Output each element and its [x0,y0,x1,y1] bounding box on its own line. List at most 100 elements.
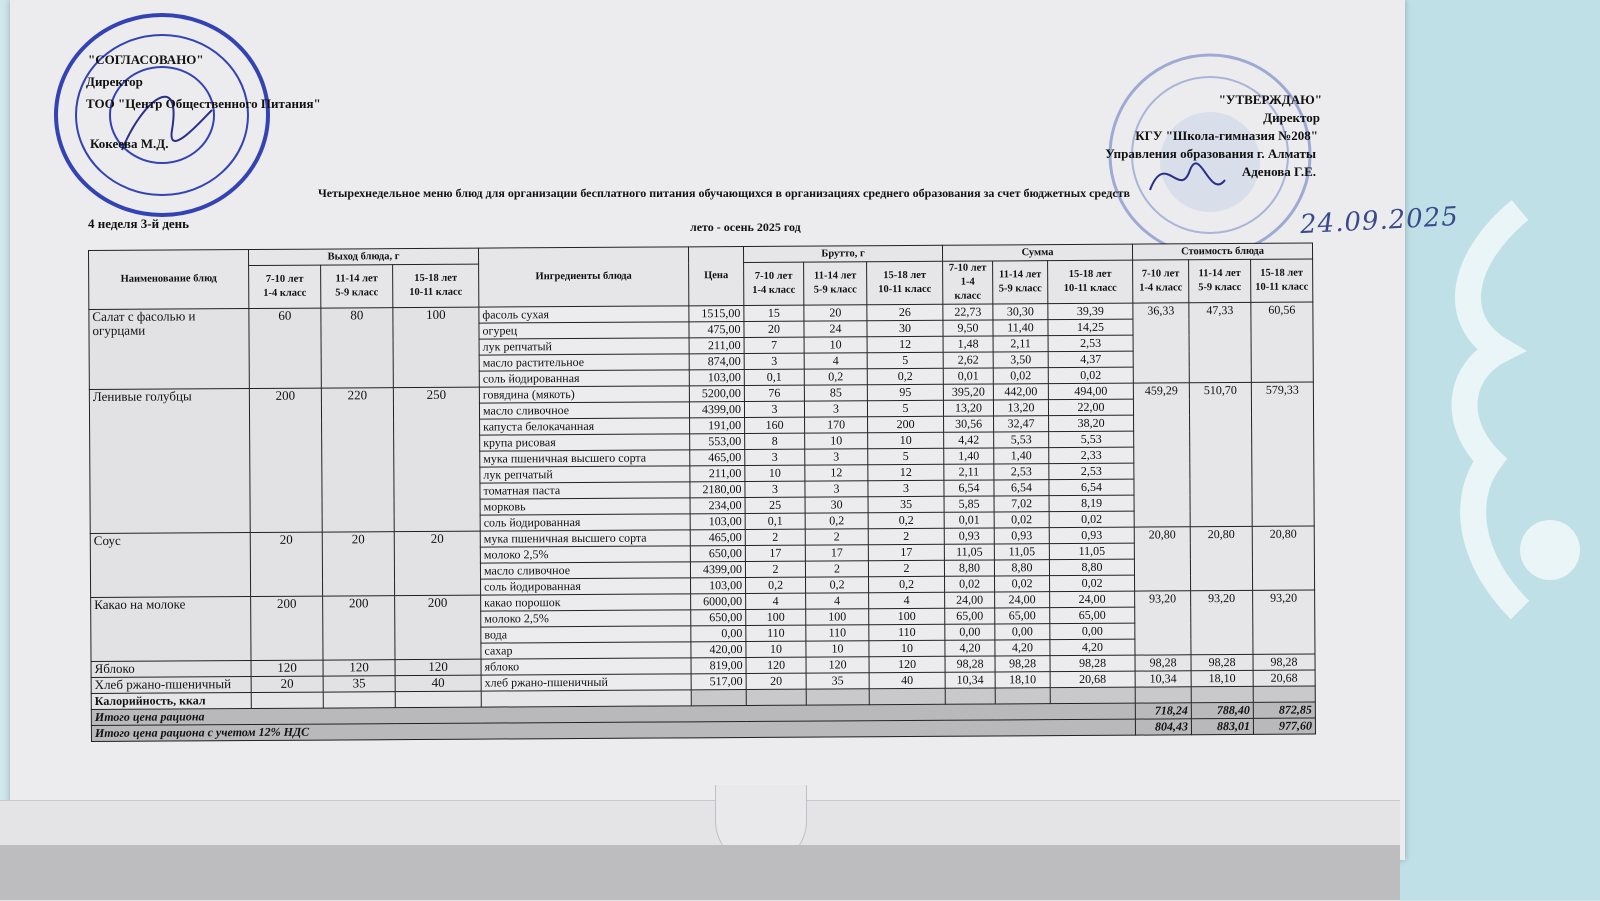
ingredient-brutto: 120 [868,656,946,673]
ingredient-name: сахар [480,641,692,660]
ingredient-brutto: 4 [805,592,869,610]
dish-cost: 93,20 [1190,590,1253,655]
ingredient-brutto: 2 [868,560,945,577]
dish-yield: 120 [251,660,324,677]
calories-cell [481,689,692,708]
header-dish: Наименование блюд [88,249,249,310]
ingredient-sum: 0,02 [994,575,1050,592]
calories-cell [1135,686,1192,704]
total-vat-row-value: 883,01 [1191,718,1254,735]
dish-yield: 200 [394,595,482,660]
ingredient-sum: 24,00 [1049,591,1135,608]
ingredient-brutto: 40 [869,672,946,689]
ingredient-brutto: 17 [805,544,869,562]
ingredient-brutto: 2 [868,528,945,545]
ingredient-sum: 2,53 [993,463,1049,480]
grade-label: 1-4 класс [1139,282,1183,294]
week-day: 4 неделя 3-й день [88,216,190,231]
ingredient-sum: 0,01 [943,367,994,385]
ingredient-sum: 2,62 [943,351,994,369]
ingredient-sum: 4,20 [944,639,995,657]
ingredient-name: соль йодированная [480,513,691,532]
ingredient-brutto: 110 [868,624,945,641]
ingredient-price: 103,00 [690,577,746,594]
ingredient-brutto: 95 [867,384,944,401]
ingredient-sum: 0,93 [994,527,1050,544]
ingredient-sum: 10,34 [945,671,996,689]
dish-cost: 579,33 [1251,382,1315,527]
ingredient-brutto: 3 [804,448,868,466]
ingredient-sum: 1,48 [943,335,994,353]
ingredient-brutto: 10 [867,432,944,449]
dish-cost: 36,33 [1132,302,1190,384]
header-cost-age-group: 11-14 лет 5-9 класс [1188,259,1251,303]
ingredient-sum: 8,19 [1049,495,1135,512]
folder-bottom [0,845,1400,900]
season: лето - осень 2025 год [690,220,801,234]
ingredient-name: фасоль сухая [478,305,689,324]
ingredient-price: 4399,00 [689,401,745,418]
ingredient-sum: 5,85 [944,495,995,513]
dish-yield: 200 [322,595,396,661]
ingredient-brutto: 5 [867,400,944,417]
calories-cell [945,687,996,705]
ingredient-brutto: 3 [867,480,945,497]
ingredient-sum: 6,54 [943,479,995,497]
document-title: Четырехнедельное меню блюд для организац… [318,186,1131,200]
ingredient-brutto: 3 [744,353,805,370]
dish-yield: 20 [394,531,481,596]
grade-label: 10-11 класс [1063,282,1117,295]
header-cost-age-group: 15-18 лет 10-11 класс [1250,259,1313,303]
ingredient-sum: 24,00 [994,591,1050,608]
ingredient-price: 650,00 [690,609,746,626]
ingredient-brutto: 8 [744,433,805,450]
dish-cost: 93,20 [1134,590,1191,656]
ingredient-name: соль йодированная [480,577,691,596]
ingredient-name: молоко 2,5% [480,609,691,628]
age-label: 11-14 лет [335,273,378,285]
ingredient-sum: 0,02 [1049,511,1135,528]
ingredient-brutto: 100 [868,608,945,625]
ingredient-brutto: 10 [804,432,868,450]
ingredient-sum: 0,93 [944,527,995,545]
dish-yield: 220 [321,387,395,533]
ingredient-price: 211,00 [689,337,745,354]
ingredient-sum: 0,01 [944,511,995,529]
dish-cost: 510,70 [1189,382,1253,527]
ingredient-sum: 30,56 [943,415,994,433]
ingredient-sum: 30,30 [992,303,1048,320]
ingredient-brutto: 5 [867,352,944,369]
header-sum-age-group: 15-18 лет 10-11 класс [1047,260,1133,304]
ingredient-sum: 2,11 [943,463,994,481]
ingredient-brutto: 35 [806,672,870,690]
header-brutto-age-group: 7-10 лет 1-4 класс [743,262,804,306]
ingredient-sum: 494,00 [1048,383,1134,400]
total-row-value: 788,40 [1191,702,1254,719]
calories-cell [1050,687,1136,704]
ingredient-sum: 11,05 [1049,543,1135,560]
header-brutto: Брутто, г [743,245,943,263]
ingredient-brutto: 20 [803,304,867,322]
ingredient-price: 475,00 [688,321,745,338]
ingredient-brutto: 0,2 [804,368,868,386]
ingredient-sum: 98,28 [1049,655,1136,672]
ingredient-price: 517,00 [691,673,747,690]
ingredient-brutto: 85 [804,384,868,402]
ingredient-sum: 14,25 [1047,319,1134,336]
ingredient-sum: 0,93 [1049,527,1135,544]
dish-cost: 93,20 [1252,590,1315,655]
ingredient-sum: 442,00 [993,383,1049,400]
ingredient-price: 420,00 [690,641,747,658]
ingredient-brutto: 0,1 [745,513,806,530]
ingredient-sum: 11,05 [944,543,995,561]
total-vat-row-value: 804,43 [1135,718,1192,736]
calories-cell [806,688,870,706]
ingredient-brutto: 20 [743,321,805,338]
header-ingredients: Ингредиенты блюда [478,246,689,308]
ingredient-sum: 4,20 [1049,639,1135,656]
age-label: 15-18 лет [1260,267,1304,279]
ingredient-sum: 0,02 [1048,367,1134,384]
calories-cell [746,689,807,706]
ingredient-name: мука пшеничная высшего сорта [480,529,691,548]
ingredient-brutto: 100 [745,609,806,626]
